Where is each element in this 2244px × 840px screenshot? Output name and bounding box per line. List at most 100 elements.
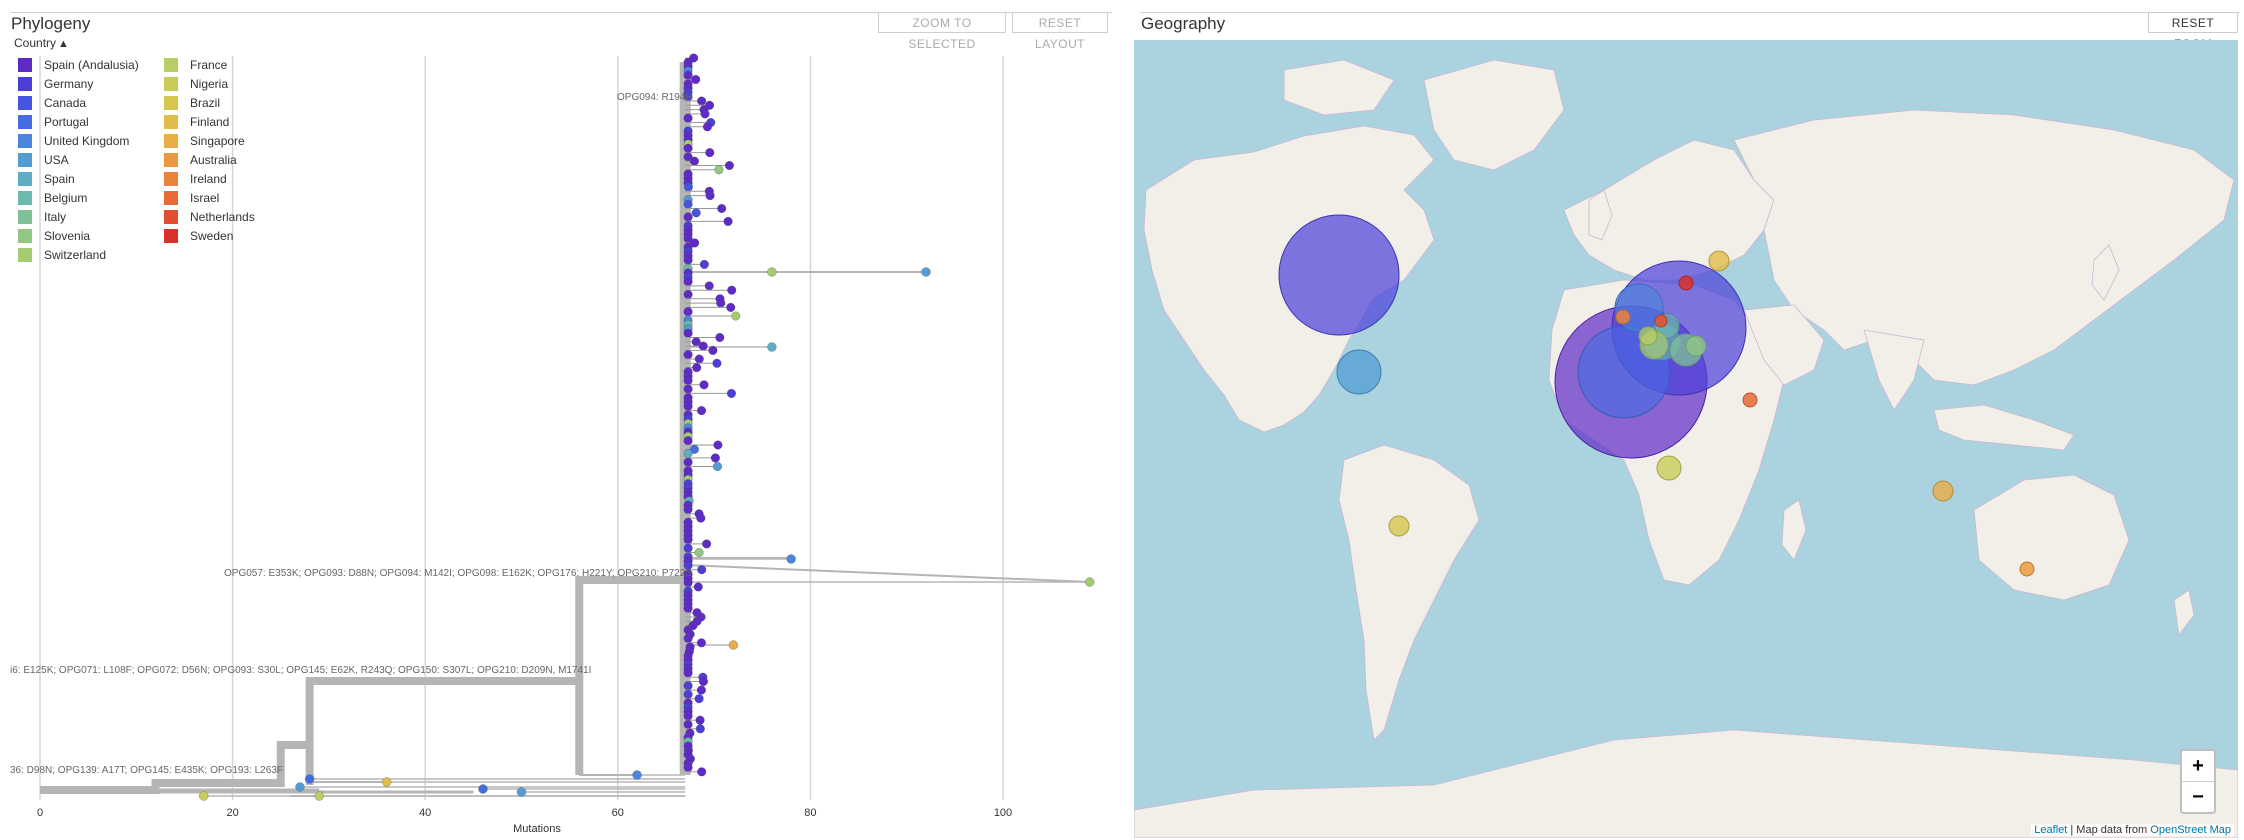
tip-node: [697, 565, 707, 575]
tip-node: [727, 285, 737, 295]
tip-node: [713, 440, 723, 450]
bubble-slovenia[interactable]: [1685, 335, 1707, 357]
phylogenetic-tree[interactable]: OPG094: R194H OPG057: E353K; OPG093: D88N…: [0, 0, 1116, 840]
reset-layout-button[interactable]: RESET LAYOUT: [1012, 12, 1108, 51]
bubble-singapore[interactable]: [1932, 480, 1954, 502]
legend-swatch: [18, 134, 32, 148]
tip-node: [691, 208, 701, 218]
bubble-australia[interactable]: [2019, 561, 2035, 577]
map-zoom-control: + −: [2180, 749, 2216, 814]
legend-label: France: [190, 58, 228, 72]
landmass-asia: [1733, 109, 2235, 386]
tip-node: [1085, 577, 1095, 587]
bubble-finland[interactable]: [1708, 250, 1730, 272]
tip-node: [683, 290, 693, 299]
openstreetmap-link[interactable]: OpenStreet Map: [2150, 824, 2231, 836]
landmass-arctic-islands: [1283, 59, 1395, 116]
tip-node: [921, 267, 931, 277]
tree-branch: [685, 564, 1090, 583]
tip-node: [199, 791, 209, 801]
tip-node: [683, 720, 693, 729]
tip-node: [767, 342, 777, 352]
legend-label: Australia: [190, 153, 237, 167]
tip-node: [705, 148, 715, 158]
geography-header-rule: [1140, 12, 2240, 13]
branch-label: OPG094: R194H: [617, 92, 693, 103]
tip-node: [723, 216, 733, 226]
tip-node: [314, 791, 324, 801]
zoom-to-selected-button[interactable]: ZOOM TO SELECTED: [878, 12, 1006, 51]
bubble-france[interactable]: [1638, 326, 1658, 346]
landmass-japan: [2091, 244, 2120, 301]
tip-node: [702, 122, 712, 132]
legend-swatch: [18, 210, 32, 224]
tip-node: [632, 770, 642, 780]
tip-node: [683, 70, 693, 80]
tip-node: [702, 539, 712, 549]
zoom-out-button[interactable]: −: [2182, 781, 2214, 812]
legend-label: Netherlands: [190, 210, 255, 224]
tip-node: [715, 333, 725, 342]
landmass-southeast-asia-islands: [1933, 404, 2075, 451]
tip-node: [683, 401, 693, 411]
bubble-sweden[interactable]: [1678, 275, 1694, 291]
tip-node: [683, 681, 693, 691]
tip-node: [712, 358, 722, 368]
bubble-brazil[interactable]: [1388, 515, 1410, 537]
bubble-usa[interactable]: [1336, 349, 1382, 395]
legend-label: Belgium: [44, 191, 88, 205]
tip-node: [683, 689, 693, 699]
tip-node: [683, 199, 693, 209]
map-canvas[interactable]: [1134, 40, 2238, 838]
landmass-europe: [1563, 139, 1775, 281]
legend-toggle[interactable]: Country ▲: [14, 36, 69, 50]
tip-node: [728, 640, 739, 650]
tip-node: [695, 724, 705, 734]
tip-node: [683, 384, 693, 394]
tip-node: [696, 685, 706, 695]
bubble-nigeria[interactable]: [1656, 455, 1682, 481]
legend-swatch: [164, 58, 178, 72]
legend-swatch: [18, 115, 32, 129]
legend-label: Singapore: [190, 134, 245, 148]
tip-node: [304, 774, 315, 784]
legend-swatch: [18, 229, 32, 243]
bubble-israel[interactable]: [1742, 392, 1758, 408]
legend-swatch: [164, 96, 178, 110]
tip-node: [724, 161, 734, 170]
tip-node: [698, 341, 708, 351]
tip-node: [694, 694, 704, 704]
chevron-up-icon: ▲: [58, 38, 69, 50]
tip-node: [696, 638, 706, 648]
phylogeny-header-rule: [10, 12, 1112, 13]
bubble-ireland[interactable]: [1615, 309, 1631, 325]
axis-tick-label: 0: [37, 807, 43, 819]
branch-label: OPG057: E353K; OPG093: D88N; OPG094: M14…: [224, 568, 692, 579]
bubble-netherlands[interactable]: [1654, 314, 1668, 328]
legend-swatch: [164, 172, 178, 186]
leaflet-link[interactable]: Leaflet: [2034, 824, 2068, 836]
tip-node: [516, 787, 527, 797]
tip-node: [704, 281, 714, 291]
axis-tick-label: 40: [419, 807, 431, 819]
zoom-in-button[interactable]: +: [2192, 755, 2204, 777]
reset-zoom-button[interactable]: RESET ZOOM: [2148, 12, 2238, 51]
tip-node: [683, 376, 693, 385]
axis-tick-label: 100: [994, 807, 1012, 819]
legend-swatch: [164, 153, 178, 167]
legend-label: Spain: [44, 172, 75, 186]
legend-label: Spain (Andalusia): [44, 58, 139, 72]
tip-node: [683, 449, 693, 459]
legend-swatch: [18, 96, 32, 110]
tip-node: [683, 634, 693, 643]
tip-node: [683, 143, 693, 153]
bubble-canada[interactable]: [1278, 214, 1400, 336]
tip-node: [694, 354, 704, 364]
tip-node: [683, 578, 693, 588]
tip-node: [699, 380, 709, 390]
world-map[interactable]: + − Leaflet | Map data from OpenStreet M…: [1134, 40, 2238, 838]
map-attribution: Leaflet | Map data from OpenStreet Map: [2031, 824, 2234, 836]
tip-node: [692, 363, 702, 373]
tip-node: [683, 328, 693, 338]
tip-node: [683, 436, 693, 446]
